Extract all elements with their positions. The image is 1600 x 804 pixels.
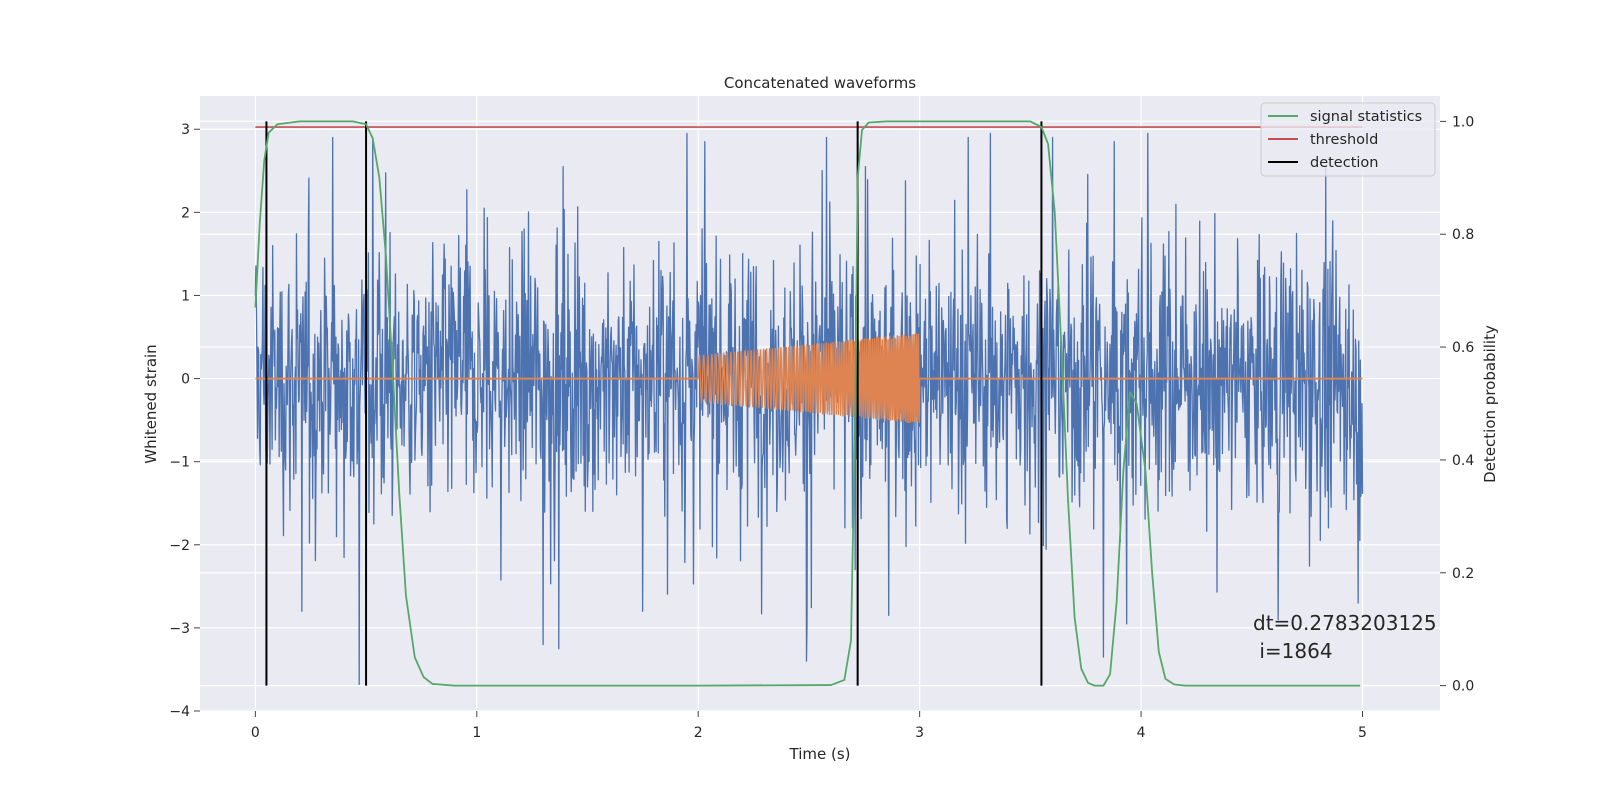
y-axis-label: Whitened strain	[142, 344, 160, 463]
y2-axis-label: Detection probability	[1481, 325, 1499, 483]
legend-label-signal-statistics: signal statistics	[1310, 109, 1422, 125]
y-tick-label: 3	[181, 122, 190, 138]
y-tick-label: −1	[169, 455, 190, 471]
y-tick-label: 1	[181, 288, 190, 304]
x-tick-label: 1	[472, 725, 481, 741]
x-tick-label: 0	[251, 725, 260, 741]
annotation-i: i=1864	[1253, 639, 1333, 663]
x-tick-label: 3	[915, 725, 924, 741]
template-chirp-line	[697, 333, 921, 424]
x-tick-label: 5	[1358, 725, 1367, 741]
y-tick-label: −2	[169, 538, 190, 554]
annotation-dt: dt=0.2783203125	[1253, 611, 1437, 635]
y-tick-label: −4	[169, 704, 190, 720]
y2-tick-label: 0.8	[1452, 227, 1474, 243]
y2-tick-label: 0.4	[1452, 453, 1474, 469]
y-tick-label: 2	[181, 205, 190, 221]
x-tick-label: 2	[694, 725, 703, 741]
y-tick-label: 0	[181, 372, 190, 388]
y-tick-label: −3	[169, 621, 190, 637]
legend-label-threshold: threshold	[1310, 132, 1378, 148]
y2-tick-label: 0.2	[1452, 566, 1474, 582]
legend: signal statistics threshold detection	[1260, 102, 1436, 177]
x-tick-label: 4	[1137, 725, 1146, 741]
chart-title: Concatenated waveforms	[724, 74, 916, 92]
strain-line	[254, 132, 1364, 686]
legend-box	[1260, 102, 1436, 177]
y2-tick-label: 1.0	[1452, 114, 1474, 130]
y2-tick-label: 0.0	[1452, 679, 1474, 695]
legend-label-detection: detection	[1310, 155, 1378, 171]
signal-statistics-line	[254, 120, 1361, 687]
template-series	[255, 333, 1363, 424]
signal-statistics-series	[254, 120, 1361, 687]
strain-series	[254, 132, 1364, 686]
y2-tick-label: 0.6	[1452, 340, 1474, 356]
x-axis-label: Time (s)	[789, 745, 851, 763]
axes: 0 1 2 3 4 5 −4 −3 −2 −1 0 1 2 3 0.0 0.2 0.4 0.6 0.8 1.0	[169, 114, 1474, 741]
